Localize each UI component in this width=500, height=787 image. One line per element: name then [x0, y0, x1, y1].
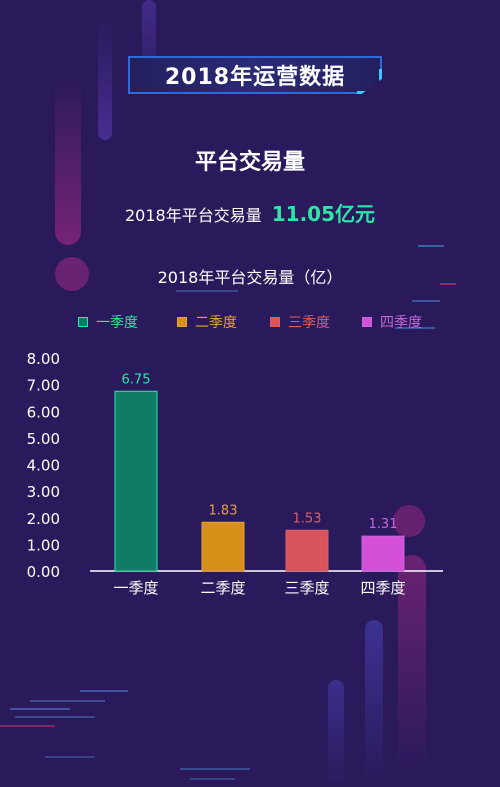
x-tick-label: 一季度 [113, 579, 158, 597]
legend-label: 一季度 [96, 315, 138, 331]
deco-line [418, 245, 444, 247]
page-title-banner: 2018年运营数据 [128, 56, 382, 94]
data-label: 1.53 [293, 511, 322, 526]
legend-item-q4: 四季度 [362, 312, 422, 332]
y-tick-label: 6.00 [27, 403, 60, 421]
deco-line [10, 708, 70, 710]
x-tick-label: 四季度 [360, 579, 405, 597]
legend-label: 四季度 [380, 315, 422, 331]
deco-line [15, 716, 95, 718]
legend-item-q2: 二季度 [177, 312, 237, 332]
y-tick-label: 4.00 [27, 457, 60, 475]
deco-bar [328, 680, 344, 787]
bar-3 [285, 529, 329, 572]
bar-chart: 0.00 1.00 2.00 3.00 4.00 5.00 6.00 7.00 8.00 6.75… [27, 350, 443, 597]
legend-item-q1: 一季度 [78, 312, 138, 332]
deco-line [30, 700, 105, 702]
summary-value: 11.05亿元 [271, 202, 375, 226]
bar-1 [114, 390, 158, 572]
legend-swatch [177, 317, 187, 327]
deco-line [45, 756, 95, 758]
y-tick-label: 3.00 [27, 483, 60, 501]
deco-line [80, 690, 128, 692]
summary-line: 2018年平台交易量 11.05亿元 [0, 198, 500, 227]
data-label: 6.75 [122, 372, 151, 387]
y-tick-label: 1.00 [27, 536, 60, 554]
page-title: 2018年运营数据 [164, 65, 346, 90]
y-tick-label: 7.00 [27, 377, 60, 395]
legend-label: 三季度 [288, 315, 330, 331]
deco-bar [55, 75, 81, 245]
deco-line [412, 300, 440, 302]
x-tick-label: 二季度 [200, 579, 245, 597]
deco-bar [365, 620, 383, 780]
legend-swatch [78, 317, 88, 327]
legend-swatch [362, 317, 372, 327]
legend-label: 二季度 [195, 315, 237, 331]
section-heading: 平台交易量 [194, 150, 305, 175]
data-label: 1.83 [209, 503, 238, 518]
deco-line [440, 283, 456, 285]
y-tick-label: 5.00 [27, 430, 60, 448]
deco-line [395, 327, 435, 329]
deco-circle [393, 505, 425, 537]
deco-line [180, 768, 250, 770]
legend-item-q3: 三季度 [270, 312, 330, 332]
deco-circle [55, 257, 89, 291]
deco-bar [398, 555, 426, 770]
chart-legend: 一季度 二季度 三季度 四季度 [0, 312, 500, 332]
chart-title: 2018年平台交易量（亿） [157, 268, 343, 287]
x-tick-label: 三季度 [284, 579, 329, 597]
y-tick-label: 0.00 [27, 563, 60, 581]
deco-line [176, 290, 238, 292]
deco-bar [98, 20, 112, 140]
y-tick-label: 8.00 [27, 350, 60, 368]
bar-4 [361, 535, 405, 572]
data-label: 1.31 [369, 517, 398, 532]
deco-line [0, 725, 55, 727]
deco-line [190, 778, 235, 780]
y-tick-label: 2.00 [27, 510, 60, 528]
summary-label: 2018年平台交易量 [125, 206, 262, 225]
legend-swatch [270, 317, 280, 327]
bar-2 [201, 521, 245, 572]
